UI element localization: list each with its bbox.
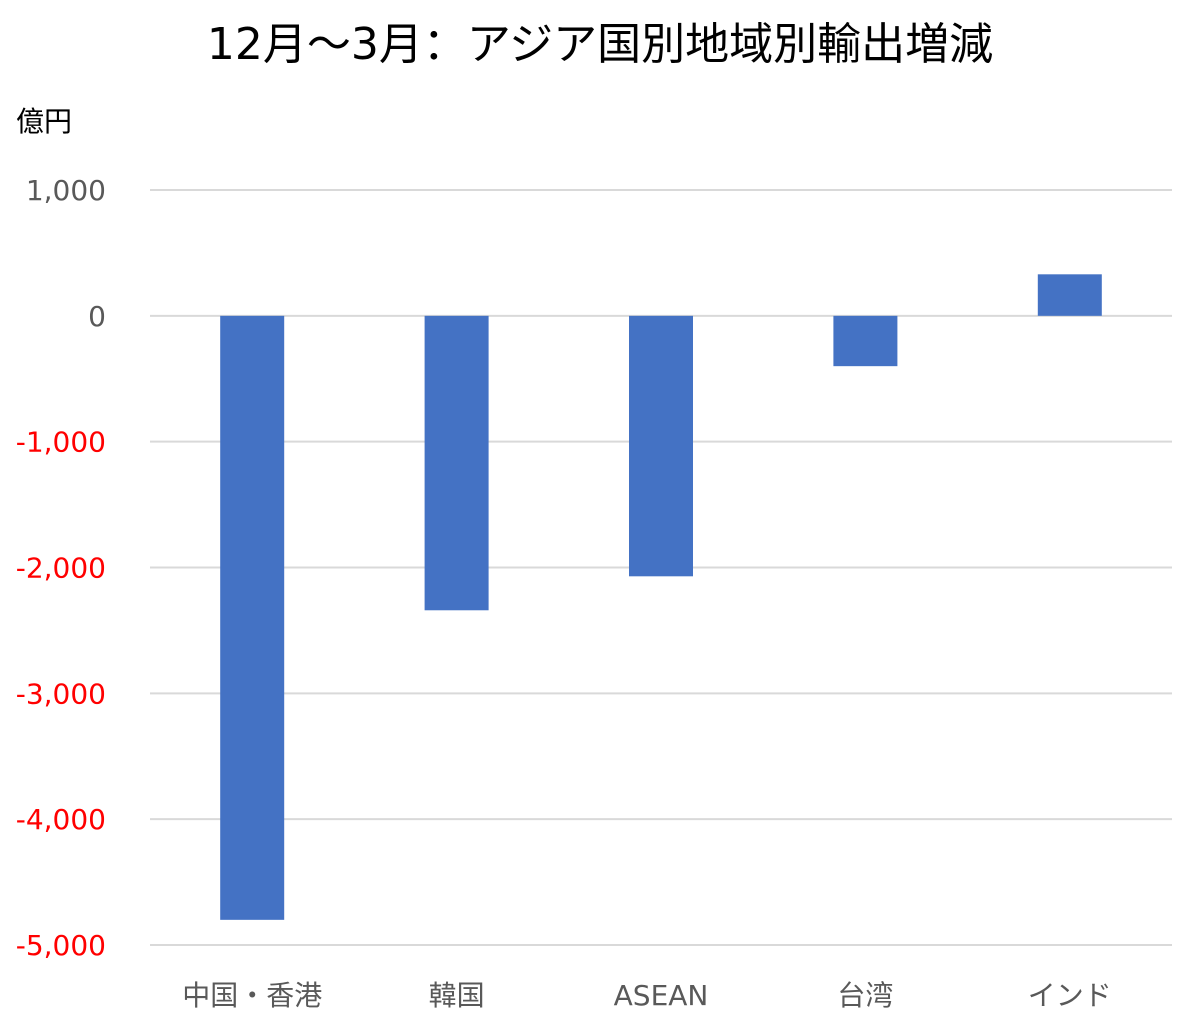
bar — [1037, 274, 1102, 316]
y-tick-label: 0 — [88, 300, 106, 333]
chart-title: 12月～3月：アジア国別地域別輸出増減 — [206, 19, 994, 70]
bar — [424, 315, 489, 611]
y-tick-label: -4,000 — [16, 803, 106, 836]
y-axis-ticks: 1,000 0 -1,000 -2,000 -3,000 -4,000 -5,000 — [16, 174, 106, 962]
y-tick-label: -3,000 — [16, 677, 106, 710]
y-tick-label: 1,000 — [26, 174, 106, 207]
y-tick-label: -5,000 — [16, 929, 106, 962]
y-tick-label: -2,000 — [16, 552, 106, 585]
x-category-label: インド — [1028, 979, 1112, 1012]
x-category-label: ASEAN — [614, 979, 709, 1012]
x-axis-categories: 中国・香港 韓国 ASEAN 台湾 インド — [182, 979, 1112, 1012]
bar — [629, 315, 693, 577]
y-tick-label: -1,000 — [16, 426, 106, 459]
x-category-label: 韓国 — [429, 979, 485, 1012]
bars — [220, 274, 1102, 920]
y-axis-unit-label: 億円 — [16, 105, 73, 138]
bar — [220, 315, 285, 920]
bar — [833, 315, 898, 367]
x-category-label: 中国・香港 — [182, 979, 322, 1012]
x-category-label: 台湾 — [837, 979, 893, 1012]
